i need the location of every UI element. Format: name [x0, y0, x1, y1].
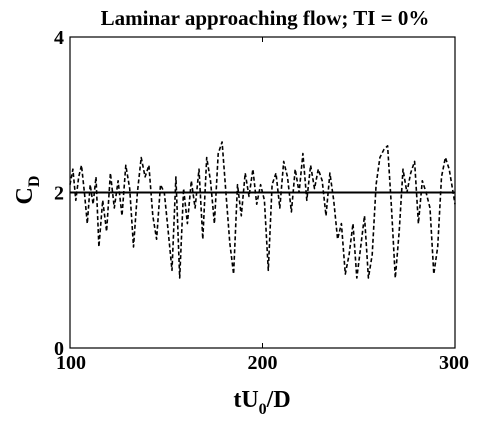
x-tick-label: 100 [56, 352, 86, 374]
x-axis-label-suffix: /D [266, 387, 291, 413]
x-tick-label: 200 [248, 352, 278, 374]
y-tick-label: 4 [54, 27, 64, 49]
plot-area: 100 200 300 0 2 4 [54, 27, 469, 374]
series-line-dashed [69, 141, 456, 279]
x-axis-label-main: tU [233, 387, 258, 413]
x-axis-label: tU0/D [233, 387, 290, 418]
y-axis-label-sub: D [26, 176, 43, 188]
x-axis-label-sub: 0 [259, 401, 267, 418]
chart-title: Laminar approaching flow; TI = 0% [101, 6, 430, 30]
x-tick-label: 300 [439, 352, 469, 374]
y-axis-label: CD [12, 176, 43, 205]
y-tick-label: 0 [54, 338, 64, 360]
y-tick-label: 2 [54, 183, 64, 205]
y-axis-label-main: C [12, 187, 38, 204]
